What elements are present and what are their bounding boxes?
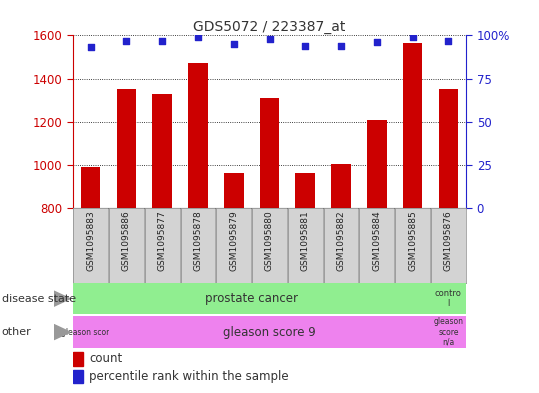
Text: GSM1095882: GSM1095882 <box>336 211 345 271</box>
Title: GDS5072 / 223387_at: GDS5072 / 223387_at <box>194 20 345 34</box>
Text: GSM1095886: GSM1095886 <box>122 211 131 271</box>
Point <box>158 37 167 44</box>
Point <box>265 36 274 42</box>
Bar <box>73 352 83 365</box>
Text: GSM1095879: GSM1095879 <box>229 211 238 271</box>
Bar <box>224 173 244 208</box>
Text: gleason score 8: gleason score 8 <box>61 328 121 336</box>
Bar <box>116 90 136 208</box>
Point <box>372 39 381 46</box>
Bar <box>73 370 83 384</box>
Point <box>86 44 95 51</box>
Text: GSM1095878: GSM1095878 <box>194 211 203 271</box>
Bar <box>403 43 423 208</box>
Text: disease state: disease state <box>2 294 76 304</box>
Text: percentile rank within the sample: percentile rank within the sample <box>89 370 289 383</box>
Point <box>301 42 309 49</box>
Text: GSM1095885: GSM1095885 <box>408 211 417 271</box>
Text: gleason score 9: gleason score 9 <box>223 325 316 339</box>
Text: GSM1095884: GSM1095884 <box>372 211 381 271</box>
Point <box>194 34 202 40</box>
Text: GSM1095883: GSM1095883 <box>86 211 95 271</box>
Point <box>122 37 131 44</box>
Text: count: count <box>89 353 122 365</box>
Text: GSM1095880: GSM1095880 <box>265 211 274 271</box>
Bar <box>260 98 279 208</box>
Bar <box>188 64 208 208</box>
Text: prostate cancer: prostate cancer <box>205 292 298 305</box>
Point <box>337 42 345 49</box>
Point <box>408 34 417 40</box>
Text: GSM1095876: GSM1095876 <box>444 211 453 271</box>
Text: gleason
score
n/a: gleason score n/a <box>433 317 464 347</box>
Point <box>230 41 238 47</box>
Bar <box>439 90 458 208</box>
Polygon shape <box>54 291 70 306</box>
Bar <box>331 164 351 208</box>
Bar <box>367 119 386 208</box>
Point <box>444 37 453 44</box>
Text: GSM1095877: GSM1095877 <box>158 211 167 271</box>
Bar <box>295 173 315 208</box>
Text: GSM1095881: GSM1095881 <box>301 211 310 271</box>
Bar <box>81 167 100 208</box>
Polygon shape <box>54 325 70 340</box>
Text: contro
l: contro l <box>435 289 462 309</box>
Text: other: other <box>2 327 31 337</box>
Bar <box>153 94 172 208</box>
